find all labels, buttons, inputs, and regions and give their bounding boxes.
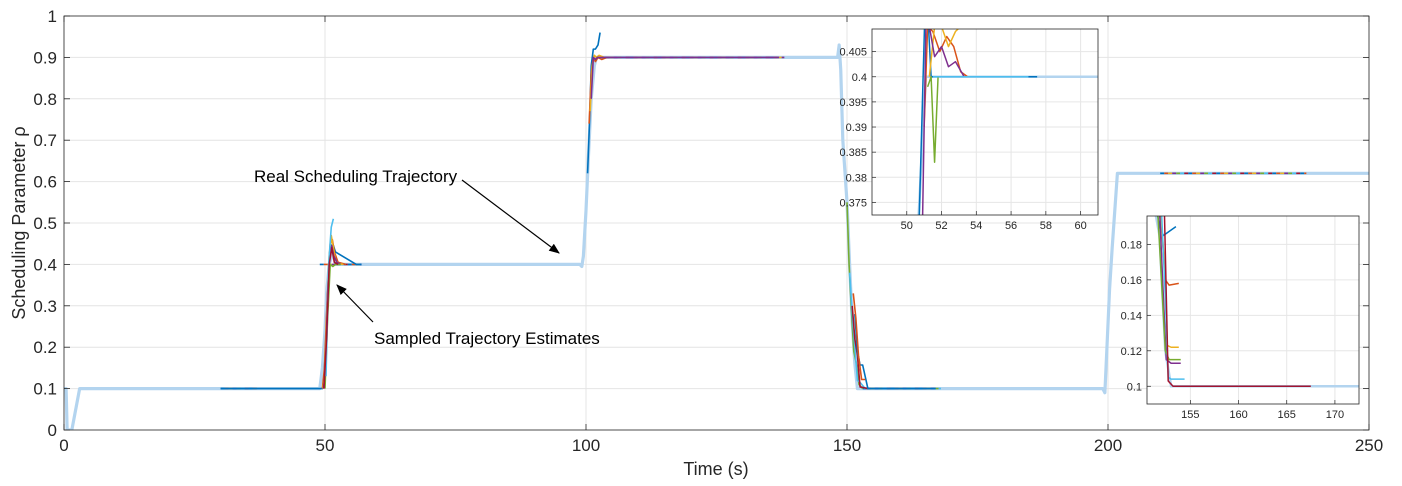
inset-0-lines [917, 29, 1098, 215]
inset-x-tick-label: 54 [970, 220, 982, 232]
inset-y-tick-label: 0.12 [1121, 346, 1142, 358]
inset-series-estimate [921, 29, 970, 215]
y-tick-label: 0.1 [33, 380, 57, 399]
inset-0-ticks: 50 52 54 56 58 60 0.375 0.38 0.385 0.39 0.395 0.4 0.… [839, 47, 1086, 232]
annotation-real-trajectory: Real Scheduling Trajectory [254, 167, 458, 186]
inset-y-tick-label: 0.18 [1121, 239, 1142, 251]
x-tick-label: 100 [572, 436, 600, 455]
inset-series-estimate [928, 29, 960, 77]
y-tick-label: 0.8 [33, 90, 57, 109]
series-estimate [851, 305, 869, 390]
y-tick-label: 0 [48, 421, 57, 440]
inset-x-tick-label: 58 [1040, 220, 1052, 232]
y-tick-label: 0.4 [33, 255, 57, 274]
inset-series-estimate [1157, 216, 1181, 361]
series-estimate [846, 202, 864, 390]
inset-0-grid [872, 29, 1098, 215]
inset-x-tick-label: 160 [1229, 409, 1247, 421]
inset-series-estimate [1159, 216, 1181, 364]
inset-y-tick-label: 0.1 [1127, 381, 1142, 393]
x-axis-label: Time (s) [683, 459, 748, 479]
y-tick-label: 0.6 [33, 173, 57, 192]
inset-y-tick-label: 0.38 [846, 172, 867, 184]
inset-0-background [872, 29, 1098, 215]
y-tick-label: 0.7 [33, 131, 57, 150]
inset-1-background [1147, 216, 1359, 404]
annotation-sampled-estimates: Sampled Trajectory Estimates [374, 329, 600, 348]
inset-y-tick-label: 0.4 [852, 72, 867, 84]
annotation-arrow-real [461, 179, 560, 254]
inset-x-tick-label: 56 [1005, 220, 1017, 232]
y-tick-label: 0.3 [33, 297, 57, 316]
y-axis-label: Scheduling Parameter ρ [9, 126, 29, 319]
x-tick-label: 250 [1355, 436, 1383, 455]
series-estimate [852, 293, 866, 381]
inset-y-tick-label: 0.395 [839, 97, 867, 109]
inset-1-ticks: 155 160 165 170 0.1 0.12 0.14 0.16 0.18 [1121, 239, 1345, 421]
x-tick-label: 200 [1094, 436, 1122, 455]
inset-y-tick-label: 0.405 [839, 47, 867, 59]
inset-x-tick-label: 170 [1326, 409, 1344, 421]
inset-y-tick-label: 0.16 [1121, 275, 1142, 287]
inset-x-tick-label: 52 [935, 220, 947, 232]
inset-1-frame [1146, 215, 1360, 405]
inset-0-frame [871, 28, 1099, 216]
inset-x-tick-label: 165 [1278, 409, 1296, 421]
y-tick-label: 1 [48, 7, 57, 26]
inset-y-tick-label: 0.375 [839, 197, 867, 209]
x-tick-label: 0 [59, 436, 68, 455]
annotation-arrow-estimates [336, 284, 374, 323]
inset-plot-rho-0.4: 50 52 54 56 58 60 0.375 0.38 0.385 0.39 0.395 0.4 0.… [839, 28, 1099, 232]
series-estimate [323, 247, 339, 389]
y-tick-label: 0.9 [33, 48, 57, 67]
inset-plot-rho-0.1: 155 160 165 170 0.1 0.12 0.14 0.16 0.18 [1121, 215, 1360, 421]
inset-series-estimate [1163, 216, 1311, 388]
main-ticks: 0 50 100 150 200 25000.10.20.30.40.50.60.70.8… [33, 7, 1383, 455]
y-tick-label: 0.2 [33, 338, 57, 357]
series-estimate [590, 56, 780, 99]
x-tick-label: 50 [316, 436, 335, 455]
x-tick-label: 150 [833, 436, 861, 455]
inset-y-tick-label: 0.385 [839, 147, 867, 159]
annotations: Real Scheduling Trajectory Sampled Traje… [254, 167, 600, 348]
main-lines [64, 32, 1369, 430]
inset-y-tick-label: 0.14 [1121, 310, 1142, 322]
inset-1-lines [1154, 216, 1359, 388]
inset-y-tick-label: 0.39 [846, 122, 867, 134]
inset-x-tick-label: 155 [1181, 409, 1199, 421]
inset-x-tick-label: 50 [901, 220, 913, 232]
inset-x-tick-label: 60 [1074, 220, 1086, 232]
y-tick-label: 0.5 [33, 214, 57, 233]
